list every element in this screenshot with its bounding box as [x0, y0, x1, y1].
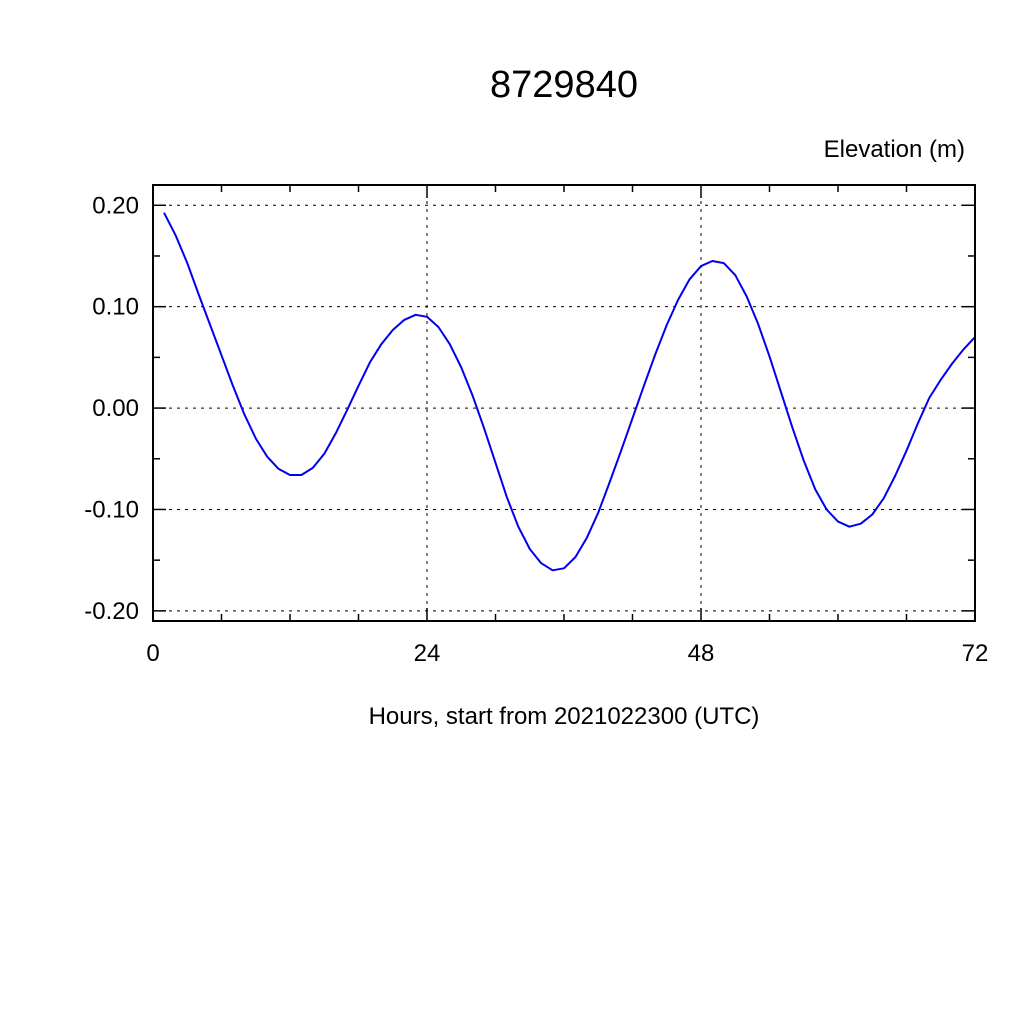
y-tick-label: 0.20: [92, 192, 139, 219]
x-tick-label: 24: [414, 640, 441, 667]
elevation-line: [163, 212, 976, 572]
y-tick-label: -0.20: [84, 598, 139, 625]
x-axis-label: Hours, start from 2021022300 (UTC): [368, 703, 760, 730]
y-tick-label: 0.10: [92, 294, 139, 321]
y-tick-label: -0.10: [84, 496, 139, 523]
page-title: 8729840: [490, 64, 638, 106]
y-axis-title: Elevation (m): [823, 136, 965, 163]
x-tick-label: 48: [688, 640, 715, 667]
plot-frame: [152, 184, 976, 622]
y-tick-label: 0.00: [92, 395, 139, 422]
x-tick-label: 0: [146, 640, 159, 667]
x-tick-label: 72: [962, 640, 989, 667]
